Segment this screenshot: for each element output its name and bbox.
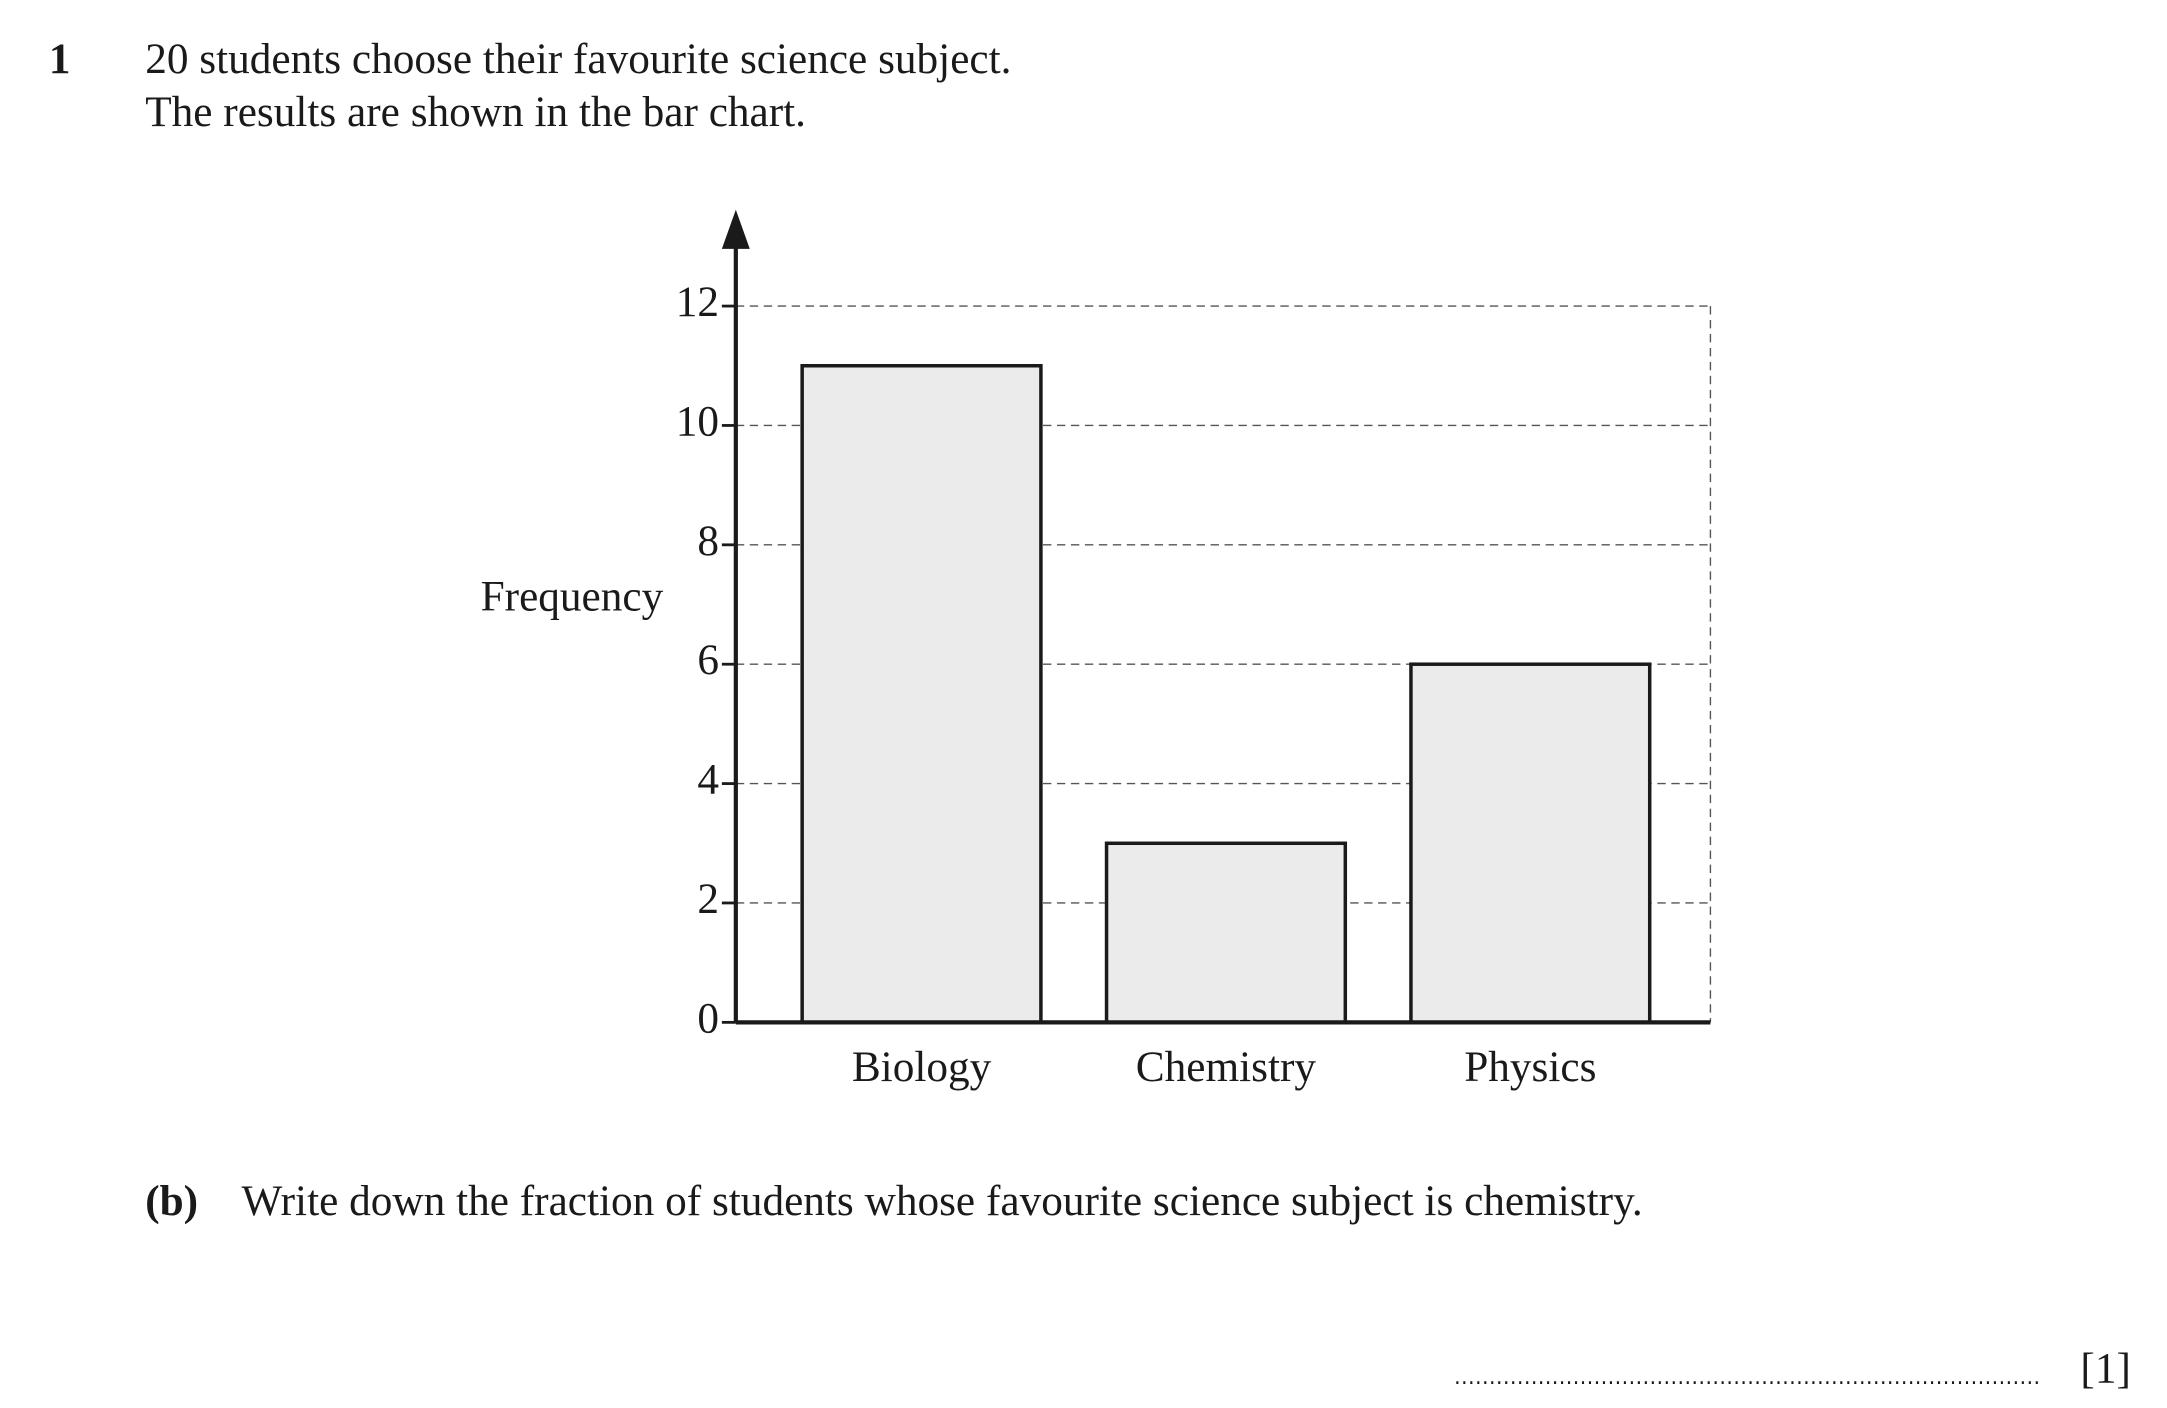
bar [1104, 841, 1348, 1025]
x-tick-label: Chemistry [1136, 1043, 1317, 1091]
y-tick-label: 6 [697, 636, 719, 684]
question-text: 20 students choose their favourite scien… [145, 35, 1011, 83]
question-number: 1 [49, 35, 71, 83]
y-tick-label: 4 [697, 756, 719, 804]
bar [1409, 662, 1652, 1025]
bar [800, 364, 1043, 1025]
question-text: The results are shown in the bar chart. [145, 88, 806, 136]
y-axis-arrow [721, 209, 750, 249]
y-axis-label: Frequency [481, 573, 664, 621]
y-tick-label: 8 [697, 517, 719, 565]
y-tick-label: 0 [697, 994, 719, 1042]
part-label: (b) [145, 1177, 198, 1225]
x-tick-label: Physics [1464, 1043, 1596, 1091]
marks: [1] [2080, 1345, 2130, 1393]
y-tick-label: 2 [697, 875, 719, 923]
part-text: Write down the fraction of students whos… [242, 1177, 1643, 1225]
y-tick-label: 12 [676, 278, 719, 326]
x-tick-label: Biology [852, 1043, 992, 1091]
y-tick-label: 10 [676, 397, 719, 445]
bar-chart: Frequency 0 2 4 6 8 10 12 Biology Chemistry Physic… [481, 209, 1712, 1091]
